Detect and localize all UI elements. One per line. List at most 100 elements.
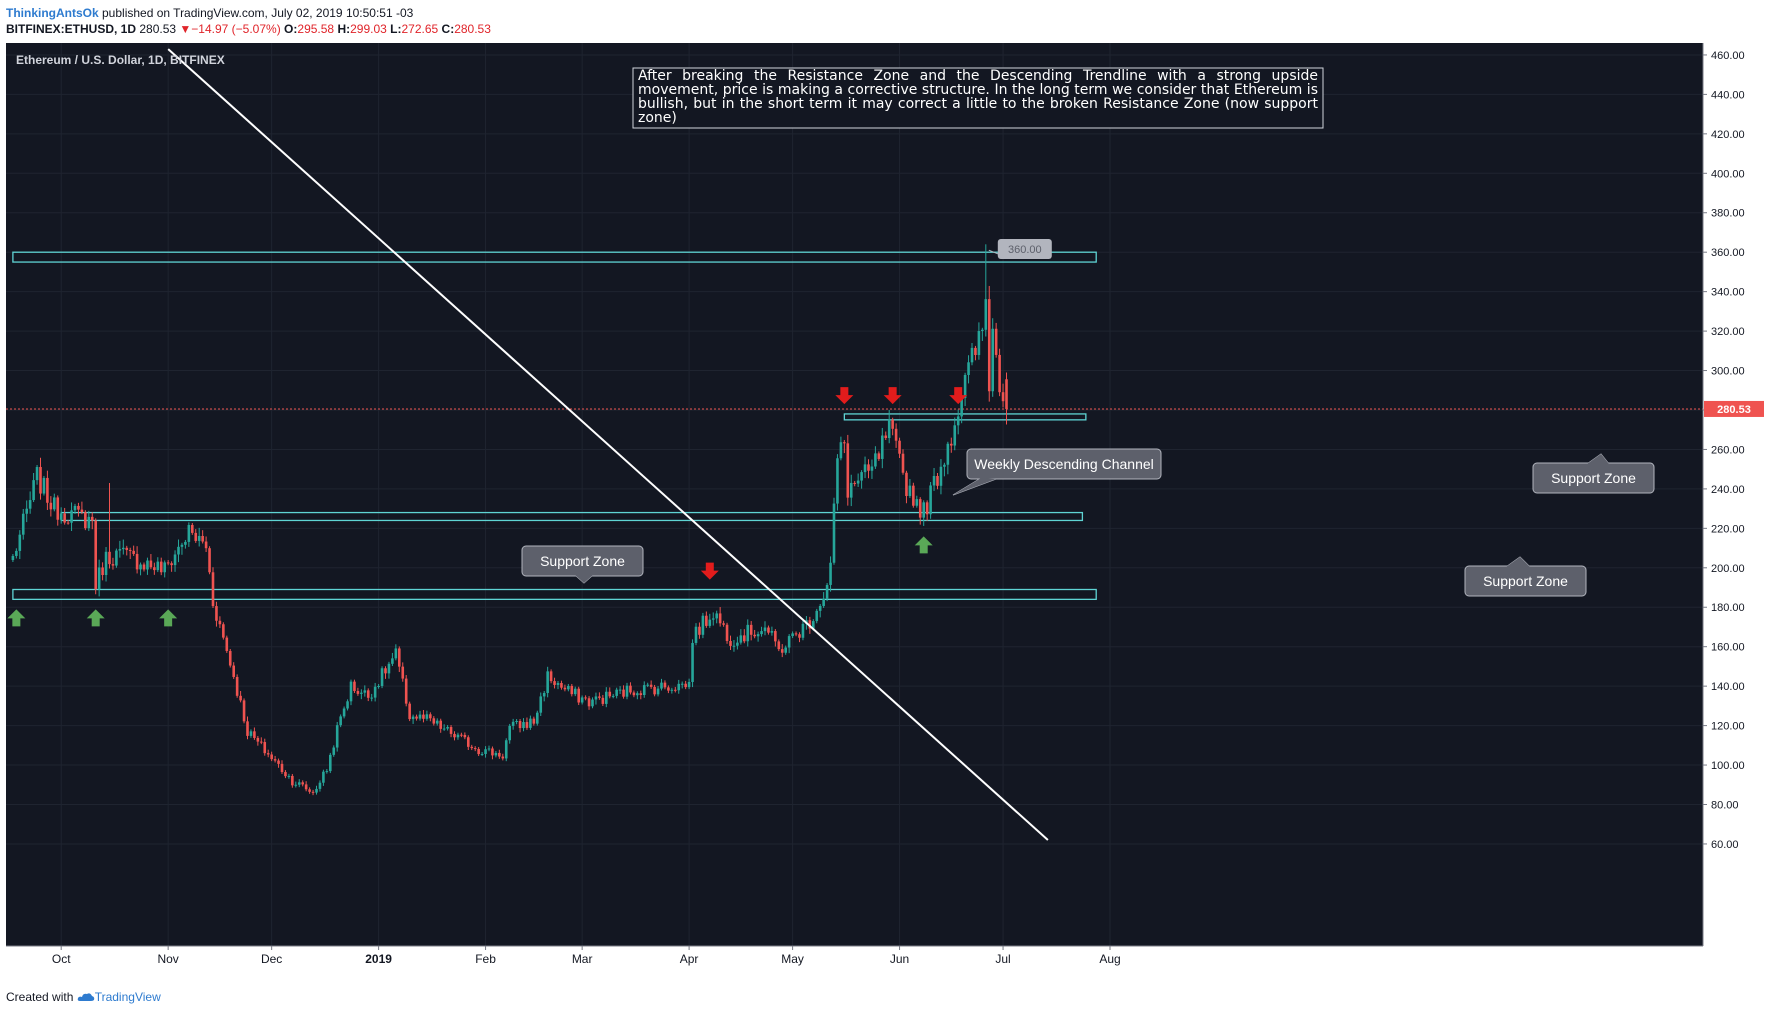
- callouts: Weekly Descending Channel Support Zone Sup…: [521, 239, 1655, 597]
- candle-body: [956, 416, 960, 426]
- candle-body: [567, 685, 570, 690]
- time-tick-label: Nov: [157, 952, 178, 966]
- price-tick-label: 120.00: [1711, 721, 1745, 733]
- symbol-label: BITFINEX:ETHUSD, 1D: [6, 22, 137, 36]
- candle-body: [111, 564, 115, 566]
- candle-body: [843, 442, 846, 444]
- descending-trendline[interactable]: [167, 48, 1049, 841]
- candle-body: [922, 502, 925, 518]
- candle-body: [318, 782, 322, 789]
- candle-body: [218, 620, 222, 625]
- candle-body: [629, 685, 632, 693]
- candle-body: [391, 658, 394, 664]
- candle-body: [460, 734, 463, 736]
- candle-body: [197, 535, 201, 541]
- candle-body: [777, 641, 781, 650]
- candle-body: [667, 687, 670, 691]
- candle-body: [377, 685, 380, 687]
- candle-body: [408, 703, 411, 720]
- candle-body: [950, 443, 953, 446]
- candle-body: [532, 718, 536, 724]
- candle-body: [477, 749, 480, 755]
- candle-body: [605, 691, 608, 704]
- callout-pointer-fill: [575, 575, 593, 583]
- candle-body: [270, 754, 273, 760]
- candle-body: [304, 784, 308, 790]
- price-tick-label: 60.00: [1711, 839, 1739, 851]
- candle-body: [501, 756, 505, 759]
- up-arrow-icon: [914, 536, 933, 554]
- candle-body: [194, 532, 198, 541]
- candle-body: [470, 746, 474, 749]
- created-with-label: Created with: [6, 990, 77, 1004]
- down-arrow-icon: [949, 387, 968, 405]
- candle-body: [560, 683, 563, 688]
- candle-body: [425, 714, 429, 719]
- price-tick-label: 400.00: [1711, 168, 1745, 180]
- peak-price-label: 360.00: [988, 239, 1052, 259]
- candle-body: [577, 688, 580, 703]
- candle-body: [491, 748, 494, 756]
- price-tick-label: 260.00: [1711, 444, 1745, 456]
- candle-body: [746, 624, 750, 642]
- price-tick-label: 220.00: [1711, 523, 1745, 535]
- open-label: O:: [284, 22, 298, 36]
- price-chart[interactable]: Weekly Descending Channel Support Zone Sup…: [6, 43, 1764, 980]
- candle-body: [546, 671, 549, 693]
- tradingview-link[interactable]: TradingView: [94, 990, 161, 1004]
- candle-body: [1001, 392, 1005, 402]
- candle-body: [774, 631, 777, 642]
- candle-body: [518, 721, 522, 729]
- candle-body: [435, 720, 439, 724]
- candle-body: [812, 621, 815, 629]
- time-tick-label: Feb: [475, 952, 496, 966]
- candle-body: [449, 727, 453, 734]
- candle-body: [987, 299, 991, 392]
- candle-body: [487, 748, 491, 750]
- candle-body: [725, 624, 729, 641]
- price-tick-label: 180.00: [1711, 602, 1745, 614]
- candle-body: [287, 775, 291, 777]
- candle-body: [122, 547, 125, 550]
- candle-body: [418, 714, 422, 719]
- candle-body: [943, 464, 946, 467]
- candle-body: [929, 485, 932, 515]
- candle-body: [191, 524, 194, 533]
- candle-body: [860, 472, 863, 481]
- candle-body: [912, 485, 915, 506]
- candle-body: [974, 347, 977, 356]
- candle-body: [798, 634, 801, 638]
- candle-body: [808, 620, 812, 629]
- candle-body: [970, 347, 974, 363]
- peak-text: 360.00: [1008, 244, 1042, 256]
- close-label: C:: [441, 22, 455, 36]
- candle-body: [398, 648, 401, 667]
- candle-body: [101, 567, 104, 576]
- candle-body: [780, 649, 784, 653]
- author-link[interactable]: ThinkingAntsOk: [6, 6, 99, 20]
- candle-body: [818, 605, 822, 611]
- candle-body: [329, 754, 332, 772]
- price-axis[interactable]: [1703, 43, 1764, 980]
- candle-body: [642, 685, 646, 696]
- down-arrow-icon: [835, 387, 854, 405]
- candle-body: [649, 684, 653, 687]
- candle-body: [615, 689, 618, 696]
- candle-body: [18, 534, 22, 551]
- note-box[interactable]: After breaking the Resistance Zone and t…: [632, 67, 1324, 129]
- price-tick-label: 200.00: [1711, 563, 1745, 575]
- candle-body: [353, 681, 356, 692]
- candle-body: [11, 555, 15, 561]
- time-tick-label: Apr: [680, 952, 699, 966]
- candle-body: [977, 330, 981, 356]
- chart-frame[interactable]: Weekly Descending Channel Support Zone Sup…: [6, 43, 1764, 980]
- candle-body: [442, 728, 446, 730]
- candles: [11, 244, 1008, 796]
- time-axis[interactable]: [6, 946, 1764, 980]
- candle-body: [325, 771, 329, 773]
- candle-body: [25, 508, 28, 514]
- candle-body: [373, 686, 377, 698]
- candle-body: [660, 682, 663, 689]
- candle-body: [401, 666, 405, 679]
- candle-body: [839, 442, 843, 459]
